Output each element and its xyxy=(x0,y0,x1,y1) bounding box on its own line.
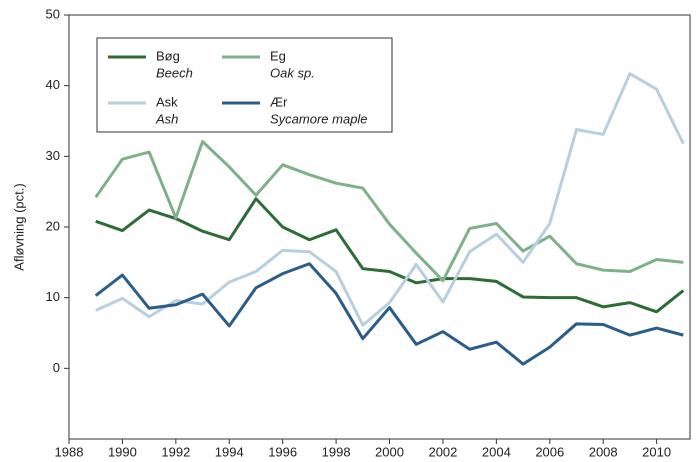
y-tick-label: 10 xyxy=(46,289,60,304)
legend-sublabel: Oak sp. xyxy=(270,65,315,80)
series-line xyxy=(95,72,685,327)
legend-label: Ask xyxy=(156,94,178,109)
x-tick-label: 2010 xyxy=(642,444,671,459)
y-tick-label: 0 xyxy=(53,360,60,375)
x-tick-label: 2004 xyxy=(482,444,511,459)
x-tick-label: 1990 xyxy=(108,444,137,459)
legend-label: Eg xyxy=(270,48,286,63)
y-tick-label: 40 xyxy=(46,77,60,92)
legend-sublabel: Sycamore maple xyxy=(270,111,368,126)
y-tick-label: 50 xyxy=(46,6,60,21)
legend-label: Ær xyxy=(270,94,288,109)
legend-sublabel: Ash xyxy=(155,111,178,126)
x-tick-label: 2000 xyxy=(375,444,404,459)
x-tick-label: 1992 xyxy=(161,444,190,459)
x-tick-label: 1996 xyxy=(268,444,297,459)
y-axis-label: Afløvning (pct.) xyxy=(11,183,26,270)
x-tick-label: 2008 xyxy=(589,444,618,459)
series-line xyxy=(94,139,684,283)
y-tick-label: 20 xyxy=(46,218,60,233)
legend-box xyxy=(96,37,393,133)
x-tick-label: 1988 xyxy=(55,444,84,459)
series-line xyxy=(94,262,684,366)
x-tick-label: 2006 xyxy=(535,444,564,459)
x-tick-label: 1994 xyxy=(215,444,244,459)
legend-label: Bøg xyxy=(156,48,180,63)
legend-sublabel: Beech xyxy=(156,65,193,80)
series-line xyxy=(95,197,685,314)
x-tick-label: 2002 xyxy=(428,444,457,459)
y-tick-label: 30 xyxy=(46,148,60,163)
x-tick-label: 1998 xyxy=(322,444,351,459)
